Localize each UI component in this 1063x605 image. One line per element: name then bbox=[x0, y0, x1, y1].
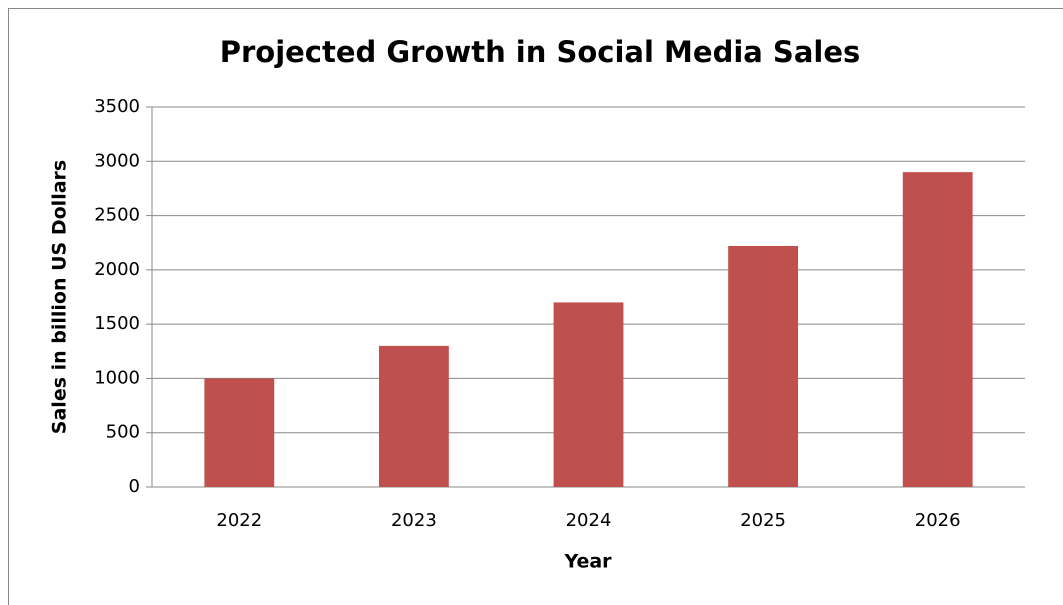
bar bbox=[204, 378, 275, 487]
y-tick-label: 2500 bbox=[94, 205, 140, 226]
bar bbox=[553, 302, 624, 487]
y-tick-label: 3500 bbox=[94, 96, 140, 117]
bar bbox=[728, 245, 799, 487]
y-tick-label: 1500 bbox=[94, 313, 140, 334]
y-tick-label: 2000 bbox=[94, 259, 140, 280]
x-tick-label: 2022 bbox=[216, 510, 262, 531]
chart-border bbox=[8, 8, 1063, 605]
x-tick-label: 2026 bbox=[915, 510, 961, 531]
chart-title: Projected Growth in Social Media Sales bbox=[220, 35, 861, 69]
y-tick-label: 500 bbox=[106, 422, 140, 443]
bar bbox=[378, 345, 449, 487]
bar bbox=[902, 172, 973, 487]
x-axis-label: Year bbox=[563, 551, 612, 573]
y-tick-label: 3000 bbox=[94, 150, 140, 171]
y-tick-label: 1000 bbox=[94, 367, 140, 388]
y-axis-label: Sales in billion US Dollars bbox=[49, 160, 71, 434]
x-tick-label: 2024 bbox=[566, 510, 612, 531]
y-tick-label: 0 bbox=[129, 476, 140, 497]
x-tick-label: 2023 bbox=[391, 510, 437, 531]
x-tick-label: 2025 bbox=[740, 510, 786, 531]
